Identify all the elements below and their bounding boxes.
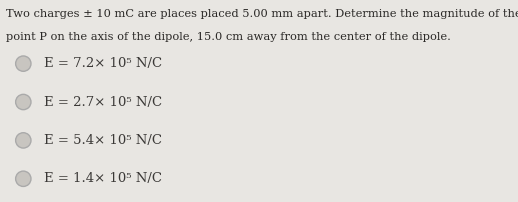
Text: E = 7.2× 10⁵ N/C: E = 7.2× 10⁵ N/C: [44, 57, 162, 70]
Ellipse shape: [16, 133, 31, 148]
Ellipse shape: [16, 94, 31, 110]
Ellipse shape: [16, 171, 31, 186]
Text: E = 1.4× 10⁵ N/C: E = 1.4× 10⁵ N/C: [44, 172, 162, 185]
Text: E = 2.7× 10⁵ N/C: E = 2.7× 10⁵ N/C: [44, 96, 162, 108]
Ellipse shape: [16, 56, 31, 71]
Text: Two charges ± 10 mC are places placed 5.00 mm apart. Determine the magnitude of : Two charges ± 10 mC are places placed 5.…: [6, 9, 518, 19]
Text: E = 5.4× 10⁵ N/C: E = 5.4× 10⁵ N/C: [44, 134, 162, 147]
Text: point P on the axis of the dipole, 15.0 cm away from the center of the dipole.: point P on the axis of the dipole, 15.0 …: [6, 32, 451, 42]
